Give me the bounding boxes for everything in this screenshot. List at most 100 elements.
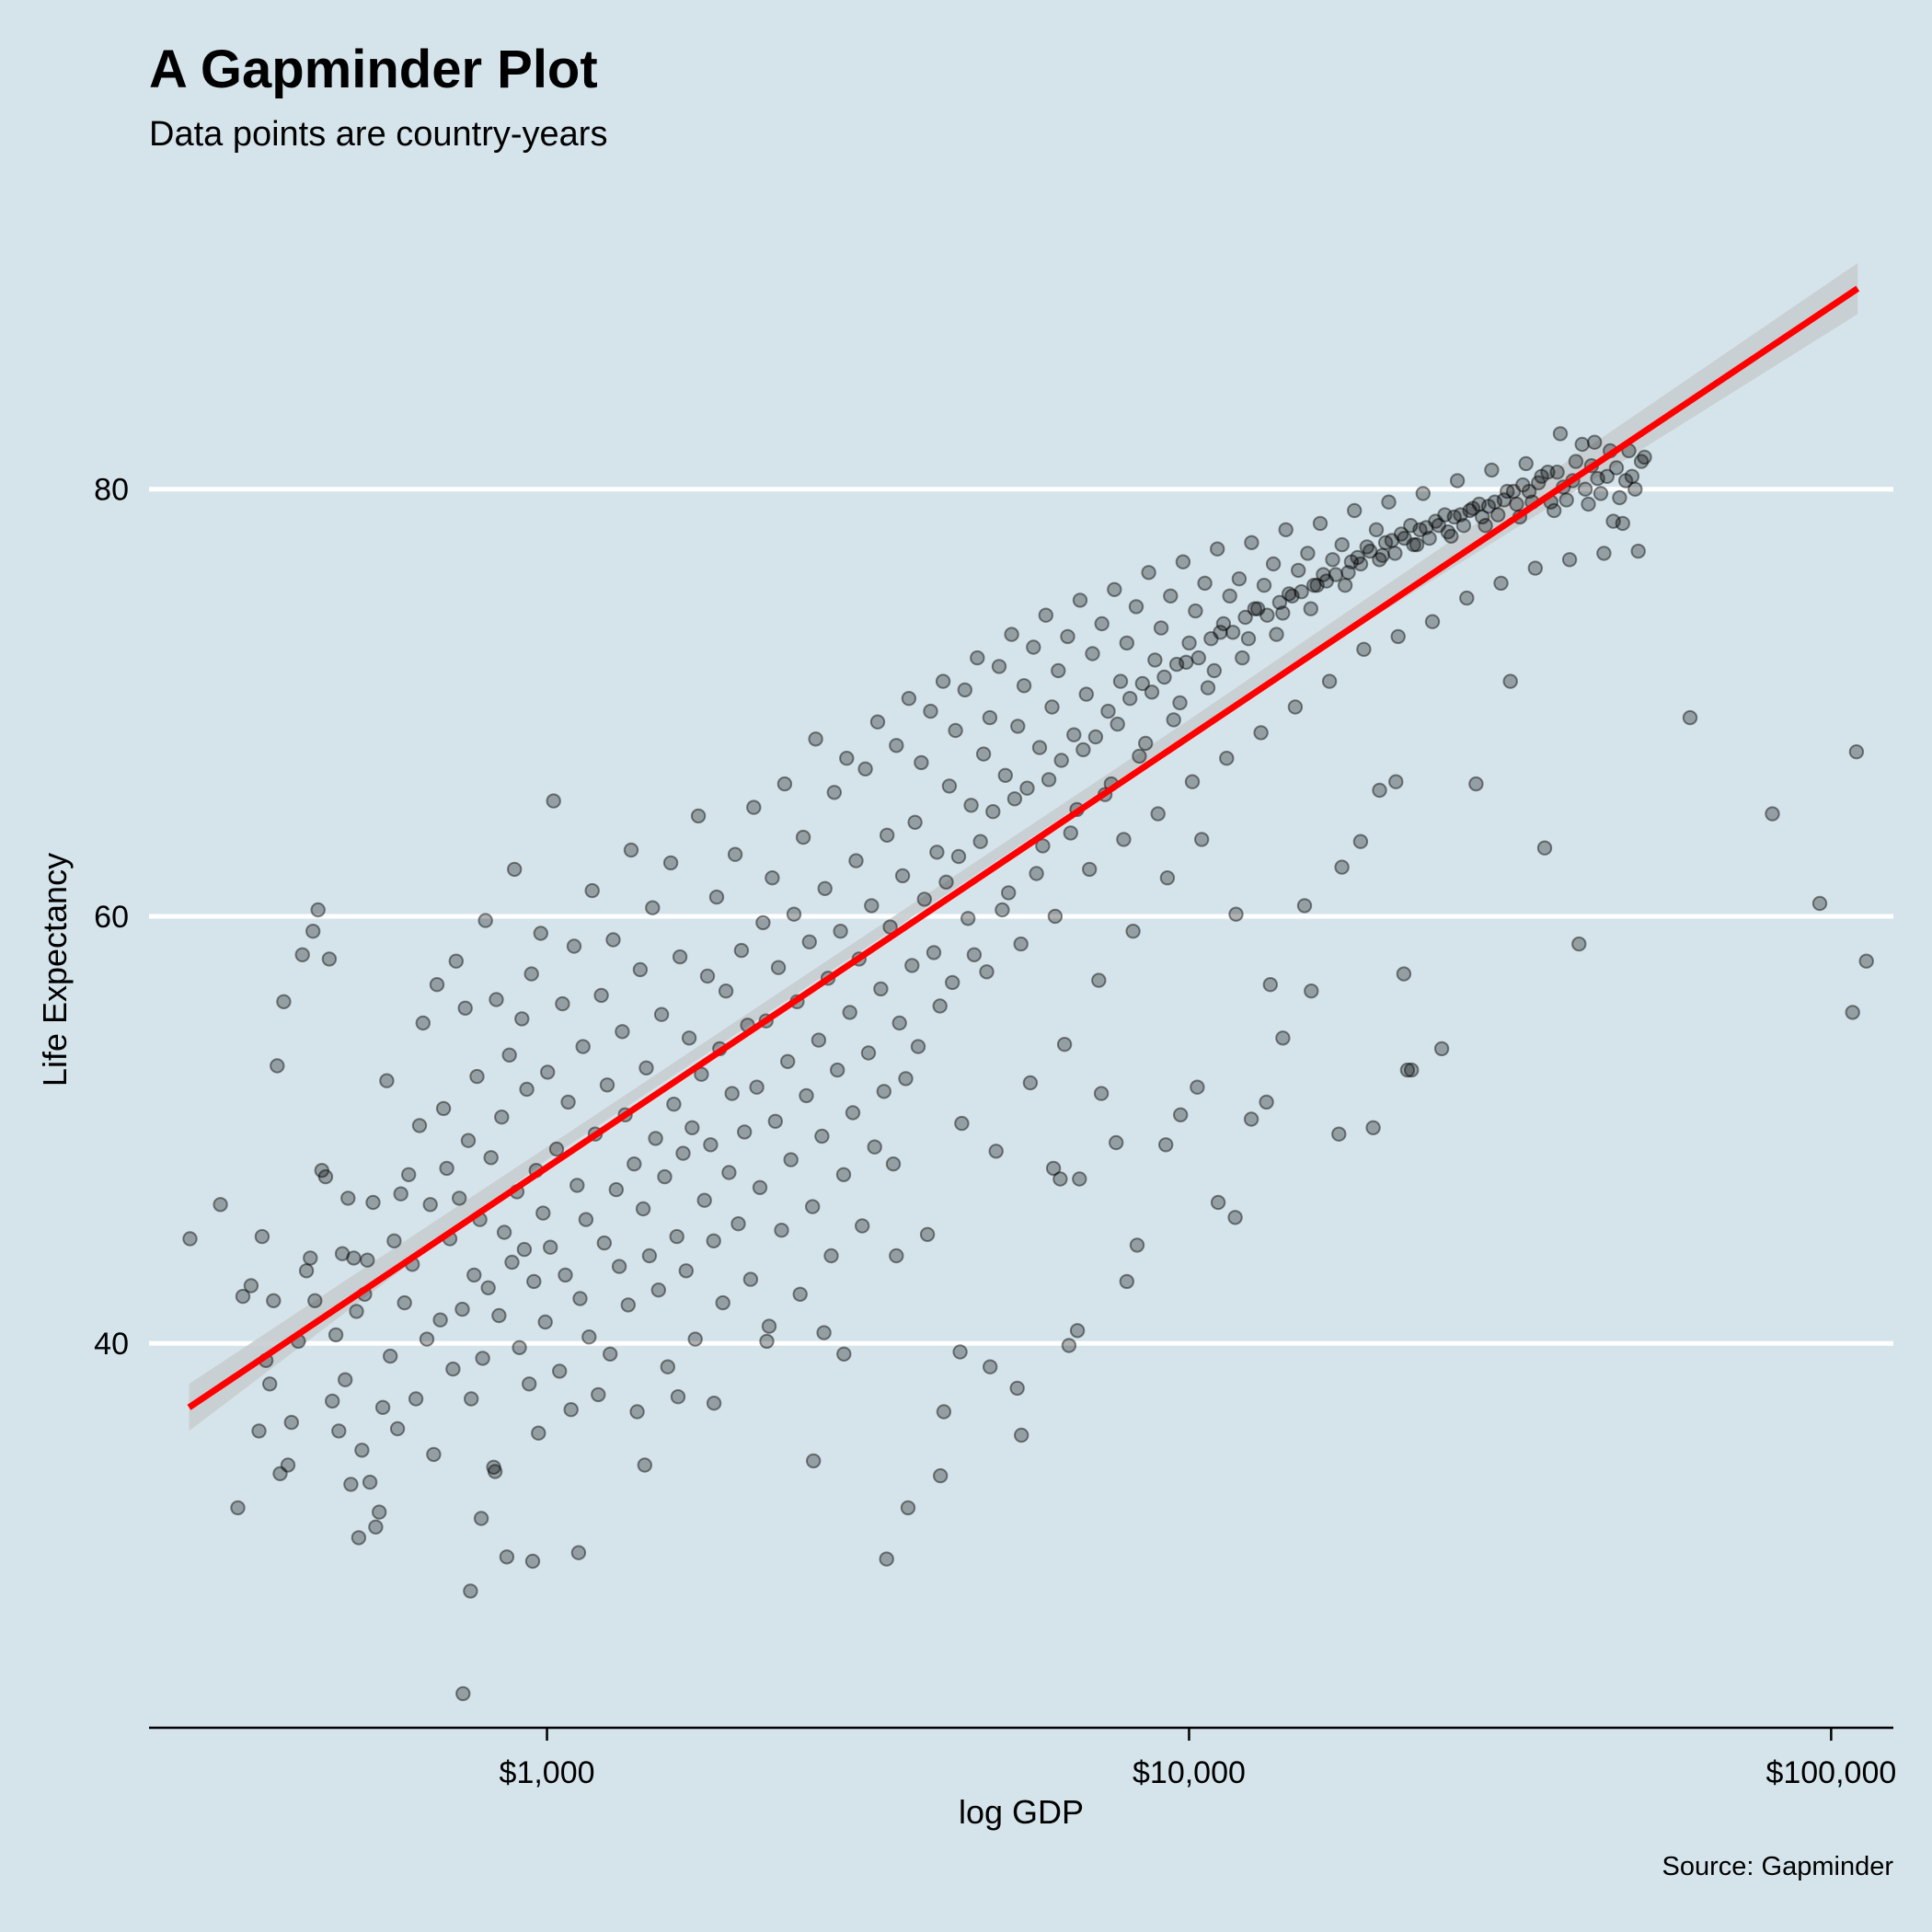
- data-point: [1527, 560, 1544, 576]
- data-point: [948, 722, 963, 739]
- data-point: [365, 1194, 381, 1211]
- data-point: [1446, 509, 1462, 525]
- chart-title: A Gapminder Plot: [149, 40, 598, 99]
- data-point: [926, 945, 942, 960]
- data-point: [733, 942, 750, 959]
- data-point: [307, 1293, 323, 1309]
- data-point: [1227, 1210, 1243, 1225]
- data-point: [1085, 646, 1100, 661]
- fit-line: [187, 285, 1860, 1410]
- data-point: [1109, 1134, 1124, 1151]
- data-point: [833, 924, 848, 939]
- data-point: [1558, 492, 1574, 508]
- data-point: [1026, 639, 1041, 655]
- data-point: [1237, 609, 1253, 626]
- data-point: [817, 880, 833, 896]
- data-point: [929, 845, 945, 860]
- data-point: [591, 1386, 606, 1403]
- data-point: [730, 1216, 746, 1232]
- data-point: [1107, 581, 1122, 597]
- fit-line-group: [187, 285, 1860, 1410]
- data-point: [1547, 502, 1562, 519]
- data-point: [983, 1359, 998, 1374]
- data-point: [1409, 536, 1425, 553]
- data-point: [360, 1252, 375, 1268]
- data-point: [1316, 567, 1331, 582]
- data-point: [835, 1167, 852, 1183]
- data-point: [1388, 774, 1404, 789]
- data-point: [972, 834, 988, 849]
- data-point: [919, 1226, 936, 1243]
- data-point: [811, 1032, 827, 1048]
- data-point: [696, 1192, 712, 1208]
- data-point: [317, 1168, 334, 1185]
- data-point: [1215, 615, 1232, 632]
- data-point: [952, 1344, 968, 1360]
- data-point: [262, 1376, 278, 1392]
- data-point: [501, 1047, 517, 1064]
- data-point: [343, 1477, 359, 1492]
- data-point: [1624, 468, 1640, 484]
- data-point: [552, 1363, 568, 1379]
- data-point: [543, 1239, 558, 1255]
- data-point: [569, 1178, 585, 1193]
- data-point: [1480, 499, 1497, 514]
- data-point: [354, 1443, 370, 1458]
- data-point: [408, 1391, 424, 1407]
- data-point: [620, 1297, 636, 1313]
- data-point: [1304, 983, 1319, 999]
- data-point: [1179, 654, 1194, 670]
- data-point: [1487, 494, 1503, 510]
- data-point: [632, 961, 649, 978]
- data-point: [1262, 977, 1279, 993]
- data-point: [243, 1278, 259, 1294]
- data-point: [901, 691, 917, 707]
- data-point: [690, 808, 707, 824]
- data-point: [1356, 641, 1372, 657]
- data-point: [1331, 1126, 1347, 1142]
- data-point: [611, 1259, 627, 1274]
- data-point: [593, 987, 609, 1004]
- data-point: [1045, 1160, 1062, 1177]
- data-point: [641, 1248, 658, 1264]
- data-point: [1387, 546, 1403, 561]
- data-point: [1437, 507, 1453, 523]
- confidence-band: [189, 262, 1858, 1432]
- data-point: [383, 1348, 398, 1364]
- data-point: [867, 1139, 882, 1155]
- data-point: [480, 1280, 496, 1296]
- data-point: [985, 804, 1001, 820]
- x-tick-label: $100,000: [1765, 1755, 1896, 1790]
- data-point: [523, 966, 539, 982]
- data-point: [1627, 481, 1643, 497]
- data-point: [954, 1115, 970, 1132]
- data-point: [605, 932, 621, 948]
- data-point: [1016, 678, 1032, 694]
- data-point: [1031, 740, 1048, 755]
- data-point: [386, 1233, 402, 1249]
- data-point: [627, 1156, 642, 1172]
- data-point: [486, 1459, 501, 1476]
- data-point: [1122, 691, 1138, 707]
- data-point: [519, 1081, 535, 1098]
- data-point: [1493, 575, 1509, 592]
- data-point: [325, 1393, 340, 1409]
- data-point: [1303, 601, 1319, 616]
- data-point: [1296, 898, 1313, 914]
- data-point: [422, 1197, 438, 1213]
- data-point: [1253, 725, 1269, 741]
- data-point: [499, 1549, 515, 1565]
- data-point: [703, 1137, 719, 1153]
- data-point: [1069, 1323, 1086, 1339]
- data-point: [650, 1282, 666, 1298]
- data-point: [411, 1118, 428, 1133]
- data-point: [1014, 1427, 1029, 1443]
- data-point: [540, 1064, 556, 1080]
- data-point: [933, 1467, 949, 1484]
- data-point: [1590, 470, 1605, 487]
- data-point: [960, 911, 976, 926]
- data-point: [235, 1288, 251, 1305]
- data-point: [767, 1113, 783, 1130]
- data-point: [1406, 536, 1421, 553]
- data-point: [657, 1168, 673, 1185]
